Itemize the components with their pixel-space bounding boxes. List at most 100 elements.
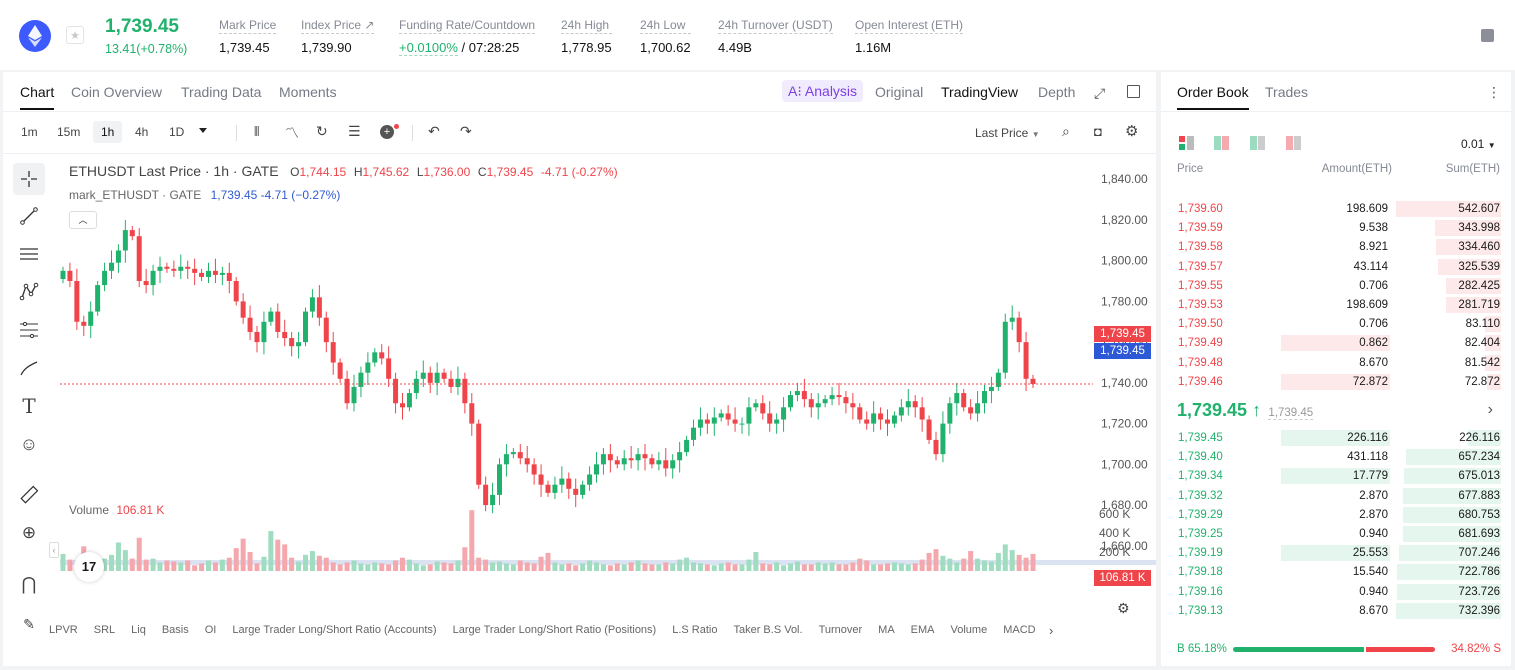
edit-tool-icon[interactable]: ✎ [23,615,35,632]
bid-row[interactable]: 1,739.16 0.940 723.726 [1161,583,1511,602]
layout-asks-icon[interactable] [1286,136,1302,150]
interval-dropdown-icon[interactable] [199,128,207,133]
ai-analysis-button[interactable]: A⁝ Analysis [782,80,864,102]
indicator-ema[interactable]: EMA [910,624,935,636]
tab-order-book[interactable]: Order Book [1177,84,1249,110]
bid-row[interactable]: 1,739.45 226.116 226.116 [1161,429,1511,448]
indicator-liq[interactable]: Liq [131,624,146,636]
mid-price-row[interactable]: 1,739.45 ↑ 1,739.45 › [1177,400,1497,422]
view-original[interactable]: Original [875,84,924,100]
candle-type-icon[interactable]: ⫴ [254,124,260,139]
camera-icon[interactable]: ◘ [1094,124,1102,139]
zoom-tool-icon[interactable]: ⊕ [21,523,37,542]
indicators-icon[interactable]: 〽 [285,125,299,141]
price-chart[interactable]: 1,840.001,820.001,800.001,780.001,760.00… [3,154,1156,666]
pattern-tool-icon[interactable] [13,276,45,308]
indicator-turnover[interactable]: Turnover [818,624,863,636]
bid-row[interactable]: 1,739.29 2.870 680.753 [1161,506,1511,525]
emoji-tool-icon[interactable]: ☺ [19,433,39,454]
interval-1d[interactable]: 1D [169,125,185,139]
interval-1m[interactable]: 1m [21,125,38,139]
text-tool-icon[interactable]: T [22,394,36,418]
indicator-taker-b-s-vol-[interactable]: Taker B.S Vol. [733,624,803,636]
view-tradingview[interactable]: TradingView [941,84,1019,100]
bid-row[interactable]: 1,739.34 17.779 675.013 [1161,467,1511,486]
axis-settings-icon[interactable]: ⚙ [1117,600,1130,616]
bid-row[interactable]: 1,739.13 8.670 732.396 [1161,602,1511,621]
view-depth[interactable]: Depth [1038,84,1076,100]
add-indicator-icon[interactable]: + [380,125,394,139]
layout-bids-icon[interactable] [1250,136,1266,150]
brush-tool-icon[interactable] [13,352,45,384]
ask-row[interactable]: 1,739.49 0.862 82.404 [1161,334,1511,353]
indicator-large-trader-long-short-ratio-positions-[interactable]: Large Trader Long/Short Ratio (Positions… [452,624,657,636]
indicator-volume[interactable]: Volume [950,624,988,636]
indicator-large-trader-long-short-ratio-accounts-[interactable]: Large Trader Long/Short Ratio (Accounts) [232,624,437,636]
indicator-lpvr[interactable]: LPVR [49,624,78,636]
interval-1h[interactable]: 1h [93,121,123,143]
bid-row[interactable]: 1,739.40 431.118 657.234 [1161,448,1511,467]
bid-row[interactable]: 1,739.18 15.540 722.786 [1161,563,1511,582]
tab-coin-overview[interactable]: Coin Overview [71,84,163,100]
volume-bar [836,564,842,571]
crosshair-tool-icon[interactable] [13,163,45,195]
parallel-lines-tool-icon[interactable] [13,238,45,270]
ask-row[interactable]: 1,739.46 72.872 72.872 [1161,373,1511,392]
ask-row[interactable]: 1,739.53 198.609 281.719 [1161,296,1511,315]
collapse-toolbar-icon[interactable]: ‹ [49,542,59,558]
collapse-legend-button[interactable]: ︿ [69,211,97,229]
search-icon[interactable]: ⌕ [1062,123,1070,139]
compare-icon[interactable]: ↻ [316,123,328,139]
indicator-l-s-ratio[interactable]: L.S Ratio [672,624,718,636]
interval-4h[interactable]: 4h [135,125,149,139]
interval-15m[interactable]: 15m [57,125,81,139]
last-price: 1,739.45 [105,16,179,37]
indicator-macd[interactable]: MACD [1003,624,1036,636]
redo-icon[interactable]: ↷ [460,123,472,139]
row-amount: 72.872 [1352,375,1388,388]
ask-row[interactable]: 1,739.50 0.706 83.110 [1161,315,1511,334]
tab-chart[interactable]: Chart [20,84,55,110]
magnet-tool-icon[interactable]: ⋂ [21,573,37,594]
undo-icon[interactable]: ↶ [428,123,440,139]
ask-row[interactable]: 1,739.48 8.670 81.542 [1161,354,1511,373]
gear-icon[interactable]: ⚙ [1125,123,1139,140]
volume-bar [968,551,974,571]
expand-icon[interactable]: ⤢ [1094,85,1106,101]
indicator-ma[interactable]: MA [878,624,895,636]
volume-bar [303,554,308,571]
stat-index-price[interactable]: Index Price ↗ 1,739.90 [301,18,375,55]
favorite-star-icon[interactable]: ★ [66,26,84,44]
layout-both-icon[interactable] [1179,136,1195,150]
mid-price: 1,739.45 ↑ [1177,400,1262,420]
bid-row[interactable]: 1,739.32 2.870 677.883 [1161,487,1511,506]
tab-trading-data[interactable]: Trading Data [181,84,262,100]
indicator-scroll-right-icon[interactable]: › [1049,623,1054,638]
indicator-oi[interactable]: OI [204,624,217,636]
more-options-icon[interactable]: ⋮ [1487,84,1501,100]
book-icon[interactable] [1481,29,1494,42]
indicator-srl[interactable]: SRL [93,624,116,636]
ask-row[interactable]: 1,739.58 8.921 334.460 [1161,238,1511,257]
legend-low-label: L [416,165,424,179]
volume-bar [656,564,662,571]
trendline-tool-icon[interactable] [13,200,45,232]
tab-moments[interactable]: Moments [279,84,337,100]
bid-row[interactable]: 1,739.25 0.940 681.693 [1161,525,1511,544]
candle-body [192,268,198,273]
candle-body [1023,342,1029,379]
fib-tool-icon[interactable] [13,314,45,346]
ask-row[interactable]: 1,739.60 198.609 542.607 [1161,200,1511,219]
bid-row[interactable]: 1,739.19 25.553 707.246 [1161,544,1511,563]
ruler-tool-icon[interactable] [13,479,45,511]
indicator-basis[interactable]: Basis [161,624,189,636]
ask-row[interactable]: 1,739.55 0.706 282.425 [1161,277,1511,296]
tab-trades[interactable]: Trades [1265,84,1309,100]
precision-select[interactable]: 0.01 ▼ [1461,137,1496,151]
layout-split-icon[interactable] [1214,136,1230,150]
ask-row[interactable]: 1,739.57 43.114 325.539 [1161,258,1511,277]
window-icon[interactable] [1127,85,1140,98]
price-source-select[interactable]: Last Price ▼ [975,126,1040,140]
ask-row[interactable]: 1,739.59 9.538 343.998 [1161,219,1511,238]
templates-icon[interactable]: ☰ [348,123,361,139]
